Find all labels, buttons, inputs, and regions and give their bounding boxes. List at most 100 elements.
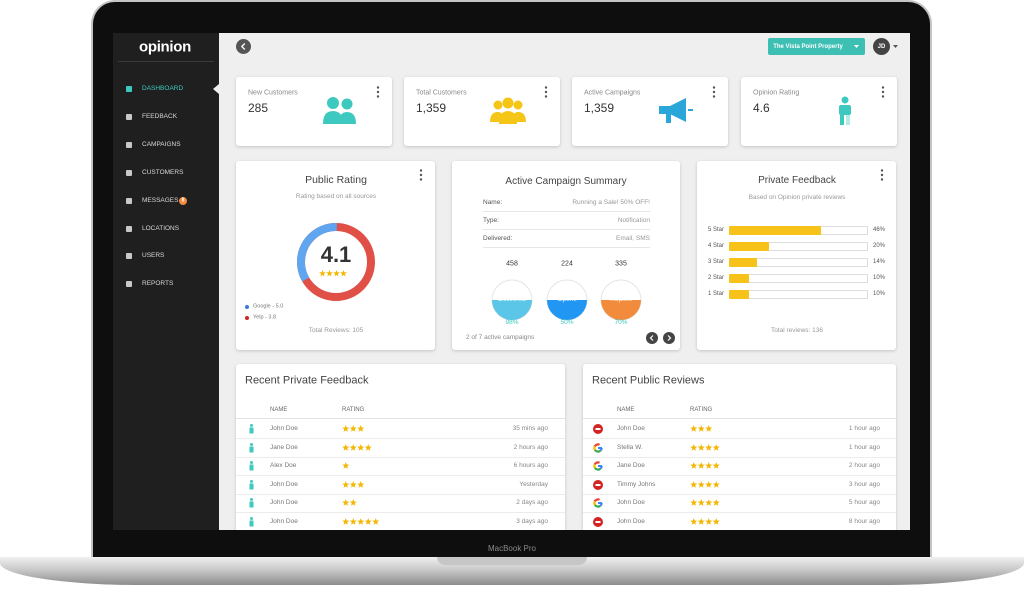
icon-shape: [249, 483, 254, 489]
icon-shape: [346, 271, 348, 273]
icon-shape: [332, 269, 340, 276]
laptop-notch: [437, 557, 587, 565]
star-rating: [342, 480, 365, 488]
icon-shape: [712, 480, 720, 488]
google-icon: [593, 461, 603, 471]
icon-shape: [598, 446, 602, 449]
row-time: 2 hours ago: [513, 443, 548, 451]
icon-shape: [854, 45, 859, 48]
icon-shape: [341, 98, 353, 110]
icon-shape: [250, 498, 253, 501]
stat-value: 4.6: [753, 101, 770, 115]
row-divider: [583, 493, 896, 495]
icon-shape: [250, 424, 253, 427]
nav-item: DASHBOARD: [142, 84, 184, 92]
icon-shape: [705, 443, 713, 451]
row-divider: [236, 512, 565, 513]
row-divider: [236, 438, 565, 439]
feedback-icon: [249, 498, 254, 508]
nav-icon: [126, 114, 132, 120]
rating-donut: [297, 223, 375, 302]
icon-shape: [318, 269, 348, 276]
stat-label: Opinion Rating: [753, 89, 800, 97]
property-button: [768, 38, 865, 55]
icon-shape: [690, 443, 698, 451]
row-name: John Doe: [270, 517, 298, 525]
stat-icon: [490, 97, 526, 124]
icon-shape: [690, 480, 720, 488]
icon-shape: [342, 462, 350, 470]
yelp-icon: [593, 424, 603, 434]
icon-shape: [499, 111, 517, 124]
icon-shape: [881, 86, 885, 89]
icon-shape: [544, 86, 548, 89]
card-title: Recent Public Reviews: [592, 374, 705, 387]
icon-shape: [357, 517, 365, 525]
yelp-icon: [593, 516, 603, 527]
icon-shape: [342, 499, 357, 507]
icon-shape: [376, 90, 380, 94]
icon-shape: [342, 517, 350, 525]
row-time: 3 days ago: [516, 517, 548, 525]
icon-shape: [666, 114, 671, 123]
google-icon: [593, 498, 603, 508]
stat-card: [404, 77, 560, 146]
row-divider: [236, 493, 565, 495]
icon-shape: [249, 501, 254, 508]
row-divider: [583, 456, 896, 458]
icon-shape: [419, 178, 423, 181]
bar-label: 2 Star: [708, 275, 725, 281]
nav-item: REPORTS: [142, 279, 174, 287]
star-rating: [342, 462, 350, 470]
row-name: John Doe: [270, 424, 298, 432]
stat-card: [572, 77, 728, 146]
bar-value: 20%: [872, 243, 885, 249]
icon-shape: [249, 446, 254, 452]
star-rating: [342, 443, 372, 451]
bar: [729, 273, 749, 283]
icon-shape: [893, 45, 898, 48]
stat-label: New Customers: [248, 89, 298, 97]
header-divider: [583, 418, 896, 419]
icon-shape: [663, 98, 686, 122]
icon-shape: [697, 499, 705, 507]
icon-shape: [250, 442, 253, 446]
icon-shape: [598, 502, 602, 504]
stat-card: [236, 77, 392, 146]
field-divider: [483, 247, 650, 248]
field-value: Email, SMS: [616, 234, 650, 242]
icon-shape: [705, 462, 713, 470]
card-footer: Total Reviews: 105: [308, 326, 364, 334]
row-time: 8 hour ago: [848, 517, 880, 525]
legend-label: Google - 5.0: [253, 303, 284, 310]
column-header: NAME: [270, 407, 288, 413]
bar: [729, 257, 757, 267]
icon-shape: [712, 517, 720, 525]
icon-shape: [349, 480, 357, 488]
icon-shape: [705, 480, 713, 488]
column-header: RATING: [342, 407, 365, 413]
row-divider: [583, 475, 896, 476]
field-label: Type:: [483, 216, 499, 224]
public-rating-card: [236, 161, 435, 350]
bar: [729, 289, 749, 299]
row-time: 2 hour ago: [848, 461, 880, 469]
field-divider: [483, 211, 650, 212]
icon-shape: [544, 95, 548, 98]
field-label: Name:: [483, 198, 503, 206]
nav-icon: [126, 170, 132, 176]
bar-value: 10%: [872, 291, 885, 297]
card-title: Recent Private Feedback: [245, 374, 369, 387]
icon-shape: [339, 269, 347, 276]
nav-item: CAMPAIGNS: [142, 140, 181, 148]
icon-shape: [544, 90, 548, 94]
icon-shape: [697, 517, 705, 525]
metric-circle: [600, 279, 642, 321]
row-time: 6 hours ago: [513, 461, 548, 469]
menu-dots: [712, 86, 716, 98]
nav-item: MESSAGES: [142, 196, 179, 204]
icon-shape: [372, 517, 380, 525]
stat-value: 285: [248, 101, 269, 115]
bar: [729, 225, 821, 235]
row-time: 3 hour ago: [848, 480, 880, 488]
